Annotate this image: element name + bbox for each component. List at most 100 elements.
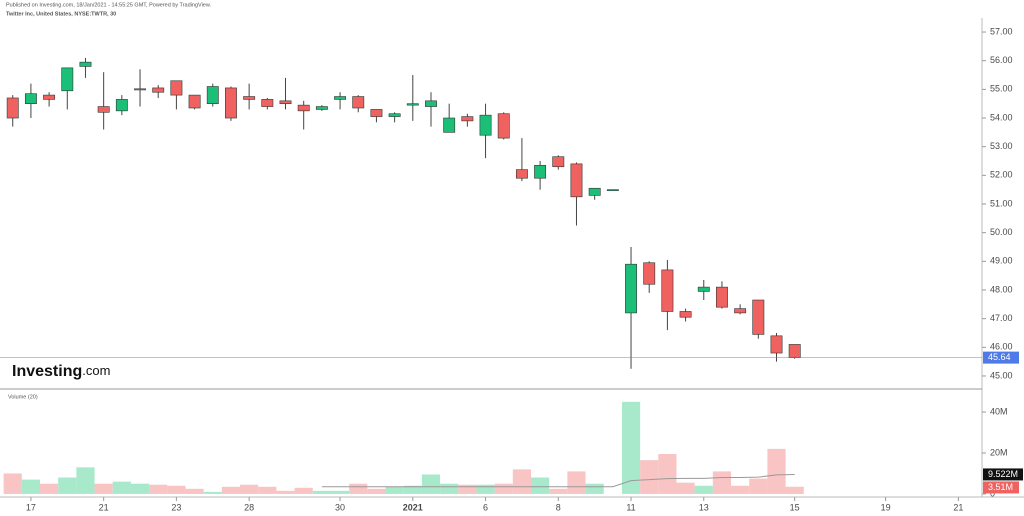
volume-bar (694, 485, 713, 494)
candle-body (97, 106, 110, 113)
volume-bar (549, 488, 568, 494)
volume-bar (240, 484, 259, 494)
candle-body (752, 299, 765, 335)
x-tick-label: 13 (699, 502, 709, 512)
candle-body (279, 100, 292, 104)
x-tick-label: 8 (556, 502, 561, 512)
candle-body (661, 269, 674, 312)
candle-body (425, 100, 437, 107)
candle-body (788, 344, 801, 358)
volume-bar (258, 486, 277, 494)
y-tick-label: 54.00 (990, 112, 1013, 122)
candle-body (406, 103, 419, 106)
candle-body (697, 286, 710, 292)
candle-body (479, 114, 492, 136)
candle-body (370, 109, 383, 117)
volume-bar (658, 454, 677, 494)
volume-bar (531, 477, 550, 494)
volume-bar (112, 481, 131, 494)
volume-bar (585, 483, 604, 494)
x-tick-label: 21 (953, 502, 963, 512)
candle-body (261, 99, 274, 107)
volume-bar (476, 484, 495, 494)
ma-last-box (983, 468, 1023, 481)
candle-body (115, 99, 128, 112)
volume-bar (149, 484, 168, 494)
volume-bar (294, 487, 313, 494)
candle-body (43, 94, 56, 100)
chart-title: Twitter Inc, United States, NYSE:TWTR, 3… (6, 11, 116, 17)
volume-bar (21, 479, 41, 494)
x-tick-label: 17 (26, 502, 36, 512)
volume-ma-line (321, 473, 795, 488)
volume-bar (458, 484, 477, 494)
candle-body (606, 189, 619, 191)
candle-body (515, 169, 528, 179)
x-tick-label: 15 (790, 502, 800, 512)
candle-body (352, 96, 365, 109)
candle-body (734, 308, 747, 314)
y-tick-label: 49.00 (990, 256, 1013, 266)
volume-label: Volume (20) (8, 394, 38, 400)
volume-bar (167, 485, 186, 494)
candle-body (388, 113, 401, 117)
volume-y-tick-label: 20M (990, 447, 1008, 457)
volume-bar (749, 478, 768, 494)
y-tick-label: 55.00 (990, 84, 1013, 94)
last-price-label: 45.64 (988, 352, 1011, 362)
candle-body (443, 117, 456, 133)
candle-body (24, 93, 37, 104)
logo-suffix: .com (82, 363, 110, 378)
candle-body (152, 87, 165, 93)
candle-body (170, 80, 183, 96)
x-tick-label: 30 (335, 502, 345, 512)
volume-bar (58, 477, 77, 494)
volume-bar (94, 483, 113, 494)
volume-bar (621, 401, 641, 494)
candle-body (552, 156, 565, 168)
candle-body (297, 104, 310, 112)
candle-body (679, 311, 692, 318)
volume-bar (312, 490, 331, 494)
y-tick-label: 56.00 (990, 55, 1013, 65)
volume-bar (385, 486, 404, 494)
volume-bar (731, 485, 750, 494)
volume-bar (494, 483, 513, 494)
candle-body (588, 187, 601, 196)
published-note: Published on Investing.com, 18/Jan/2021 … (6, 2, 212, 8)
volume-bar (403, 485, 422, 494)
x-tick-label: 23 (171, 502, 181, 512)
y-tick-label: 50.00 (990, 227, 1013, 237)
candle-body (570, 163, 583, 198)
volume-bar (367, 488, 386, 494)
y-tick-label: 51.00 (990, 198, 1013, 208)
y-tick-label: 45.00 (990, 370, 1013, 380)
x-tick-label: 11 (626, 502, 635, 512)
candle-body (79, 61, 92, 67)
volume-y-tick-label: 40M (990, 406, 1008, 416)
volume-bar (349, 483, 368, 494)
logo: Investing.com (12, 363, 110, 380)
volume-bar (3, 473, 22, 494)
x-tick-label: 2021 (403, 502, 423, 512)
y-tick-label: 46.00 (990, 342, 1013, 352)
volume-bar (221, 486, 241, 494)
volume-bar (203, 491, 222, 494)
x-tick-label: 28 (244, 502, 254, 512)
candle-body (188, 94, 201, 109)
volume-bar (76, 467, 95, 494)
y-tick-label: 47.00 (990, 313, 1013, 323)
volume-bar (276, 490, 295, 494)
logo-main: Investing (12, 363, 82, 380)
volume-bar (712, 471, 732, 494)
candle-body (225, 87, 237, 119)
x-tick-label: 19 (881, 502, 891, 512)
volume-bar (421, 474, 441, 494)
volume-bar (512, 469, 532, 494)
candle-body (716, 286, 728, 308)
volume-bar (785, 486, 804, 494)
candle-body (315, 106, 328, 110)
y-tick-label: 53.00 (990, 141, 1013, 151)
candle-body (134, 88, 146, 91)
volume-bar (130, 483, 150, 494)
